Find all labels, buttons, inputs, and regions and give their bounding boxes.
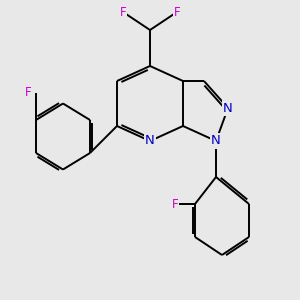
- Text: N: N: [211, 134, 221, 148]
- Text: N: N: [223, 101, 233, 115]
- Text: F: F: [172, 197, 178, 211]
- Text: F: F: [120, 5, 126, 19]
- Text: F: F: [25, 86, 32, 100]
- Text: N: N: [145, 134, 155, 148]
- Text: F: F: [174, 5, 180, 19]
